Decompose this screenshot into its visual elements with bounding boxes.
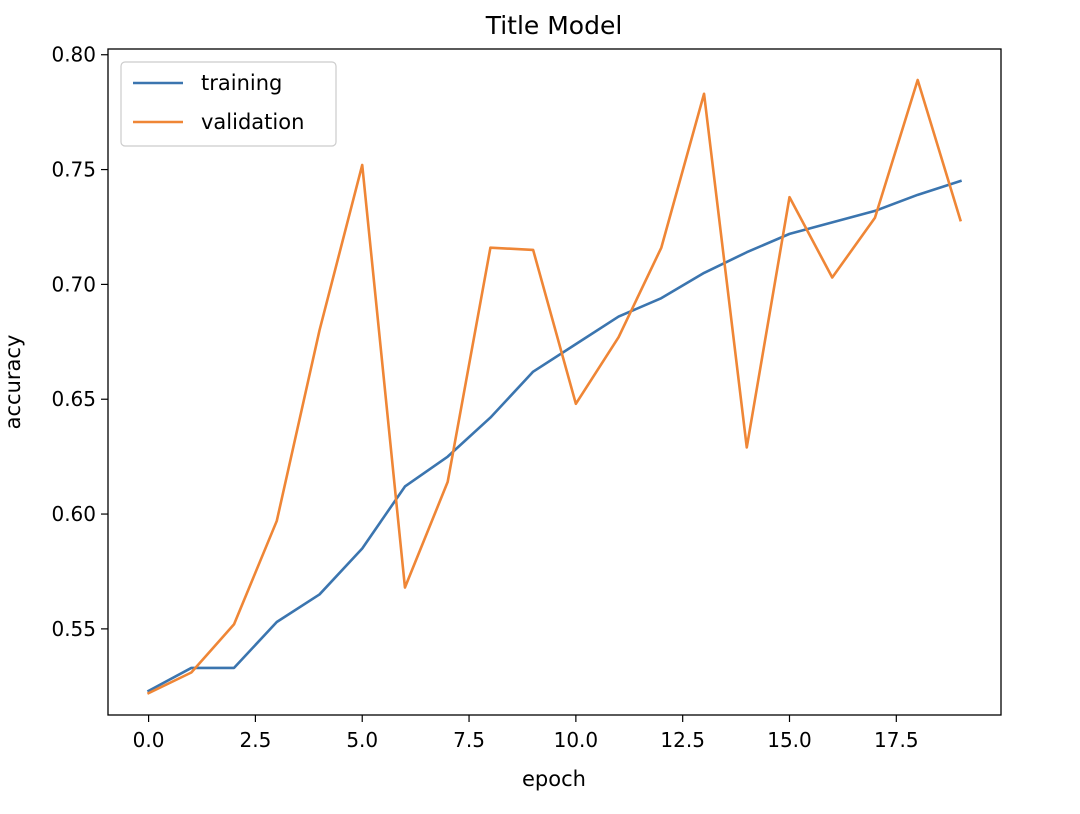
x-tick-label: 10.0 (554, 728, 599, 752)
legend: training validation (120, 61, 337, 147)
y-tick-label: 0.55 (51, 617, 96, 641)
y-tick-label: 0.80 (51, 43, 96, 67)
series-line-training (146, 179, 963, 693)
axes-frame (107, 48, 1002, 716)
x-tick-label: 7.5 (453, 728, 485, 752)
y-tick-label: 0.65 (51, 387, 96, 411)
y-tick-label: 0.70 (51, 272, 96, 296)
chart-title: Title Model (485, 11, 623, 40)
plot-area (146, 78, 963, 695)
y-axis: 0.55 0.60 0.65 0.70 0.75 0.80 (51, 43, 108, 641)
legend-label-validation: validation (201, 110, 304, 134)
x-tick-label: 5.0 (346, 728, 378, 752)
x-tick-label: 15.0 (767, 728, 812, 752)
x-tick-label: 0.0 (133, 728, 165, 752)
y-tick-label: 0.60 (51, 502, 96, 526)
legend-label-training: training (201, 71, 282, 95)
series-line-validation (146, 78, 963, 695)
x-axis-label: epoch (522, 767, 586, 791)
y-axis-label: accuracy (1, 335, 25, 430)
x-axis: 0.0 2.5 5.0 7.5 10.0 12.5 15.0 17.5 (133, 715, 919, 752)
x-tick-label: 17.5 (874, 728, 919, 752)
x-tick-label: 12.5 (660, 728, 705, 752)
y-tick-label: 0.75 (51, 158, 96, 182)
x-tick-label: 2.5 (240, 728, 272, 752)
